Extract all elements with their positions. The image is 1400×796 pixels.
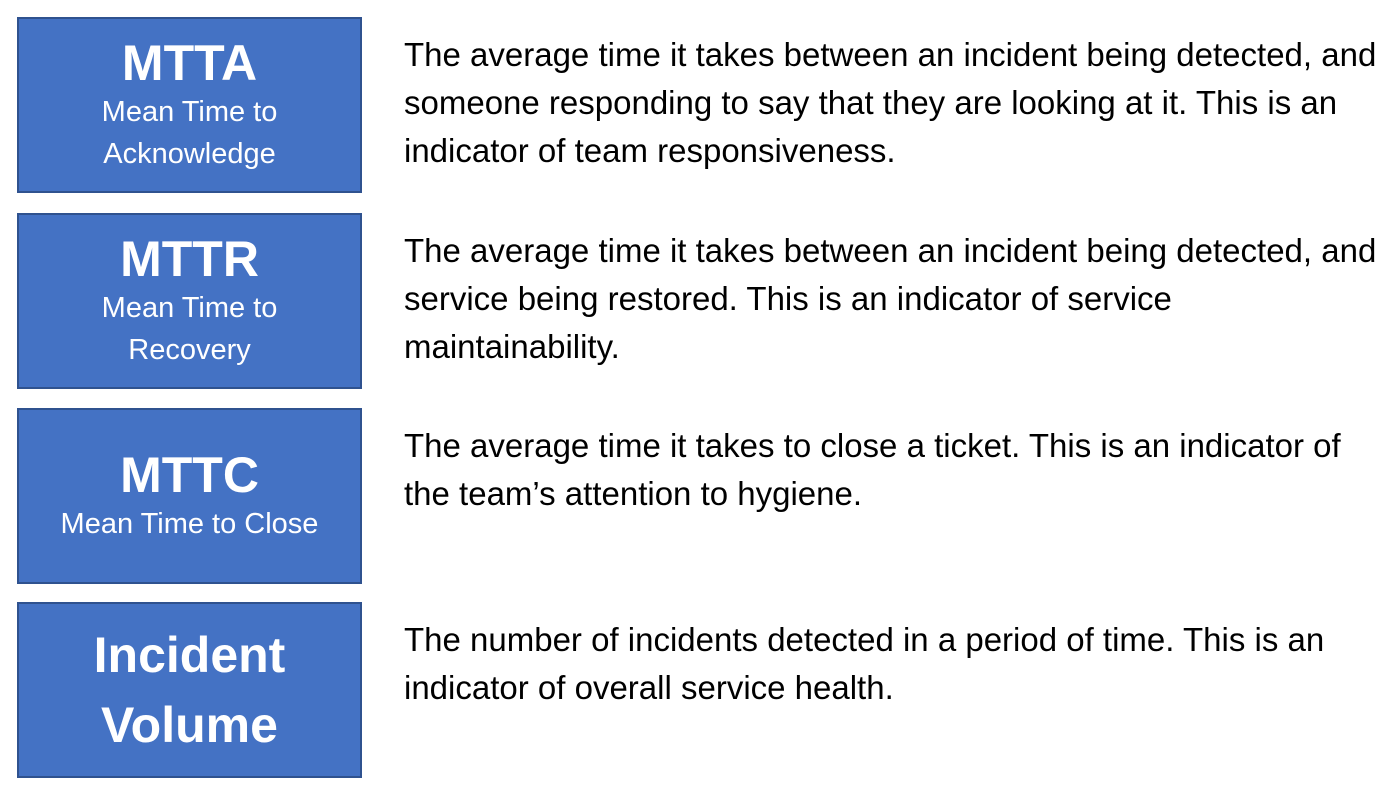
metric-abbreviation: MTTC [120,447,259,503]
metric-full-name: Mean Time to Recovery [101,292,278,366]
metric-description: The average time it takes to close a tic… [404,427,1341,512]
metric-box-mtta: MTTA Mean Time to Acknowledge [17,17,362,193]
metric-abbreviation: MTTA [121,35,258,91]
metric-full-name: Mean Time to Acknowledge [101,96,278,170]
metric-description: The average time it takes between an inc… [404,232,1377,365]
metric-full-name: Mean Time to Close [60,508,319,540]
metric-description: The average time it takes between an inc… [404,36,1377,169]
metric-box-incident-volume: Incident Volume [17,602,362,778]
metric-abbreviation: MTTR [120,231,259,287]
metric-description: The number of incidents detected in a pe… [404,621,1325,706]
metric-box-mttc: MTTC Mean Time to Close [17,408,362,584]
metric-box-mttr: MTTR Mean Time to Recovery [17,213,362,389]
metric-name: Incident Volume [93,627,286,753]
